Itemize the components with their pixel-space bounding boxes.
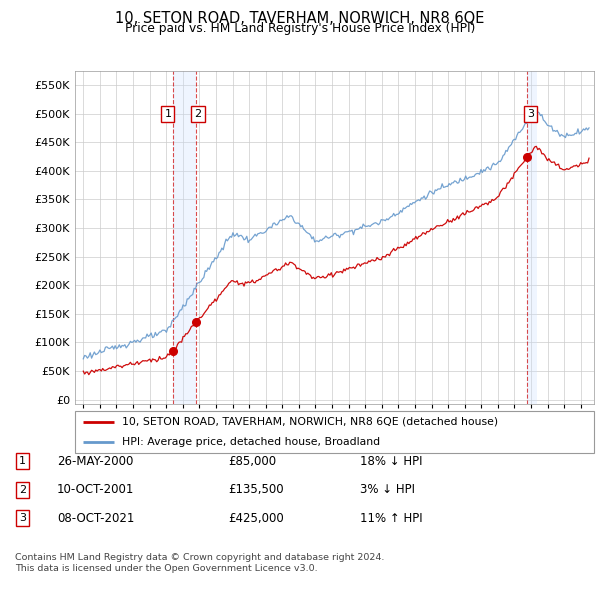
- FancyBboxPatch shape: [75, 411, 594, 453]
- Text: 3: 3: [527, 109, 534, 119]
- Text: 1: 1: [19, 457, 26, 466]
- Text: 1: 1: [164, 109, 172, 119]
- Text: 10, SETON ROAD, TAVERHAM, NORWICH, NR8 6QE: 10, SETON ROAD, TAVERHAM, NORWICH, NR8 6…: [115, 11, 485, 25]
- Text: 08-OCT-2021: 08-OCT-2021: [57, 512, 134, 525]
- Text: Price paid vs. HM Land Registry's House Price Index (HPI): Price paid vs. HM Land Registry's House …: [125, 22, 475, 35]
- Text: 10-OCT-2001: 10-OCT-2001: [57, 483, 134, 496]
- Text: Contains HM Land Registry data © Crown copyright and database right 2024.
This d: Contains HM Land Registry data © Crown c…: [15, 553, 385, 573]
- Text: 11% ↑ HPI: 11% ↑ HPI: [360, 512, 422, 525]
- Text: 3% ↓ HPI: 3% ↓ HPI: [360, 483, 415, 496]
- Text: 2: 2: [194, 109, 202, 119]
- Text: £425,000: £425,000: [228, 512, 284, 525]
- Text: 10, SETON ROAD, TAVERHAM, NORWICH, NR8 6QE (detached house): 10, SETON ROAD, TAVERHAM, NORWICH, NR8 6…: [122, 417, 498, 427]
- Bar: [527, 71, 537, 404]
- Text: 26-MAY-2000: 26-MAY-2000: [57, 455, 133, 468]
- Bar: [173, 71, 196, 404]
- Text: HPI: Average price, detached house, Broadland: HPI: Average price, detached house, Broa…: [122, 437, 380, 447]
- Text: 18% ↓ HPI: 18% ↓ HPI: [360, 455, 422, 468]
- Text: 2: 2: [19, 485, 26, 494]
- Text: £135,500: £135,500: [228, 483, 284, 496]
- Text: 3: 3: [19, 513, 26, 523]
- Text: £85,000: £85,000: [228, 455, 276, 468]
